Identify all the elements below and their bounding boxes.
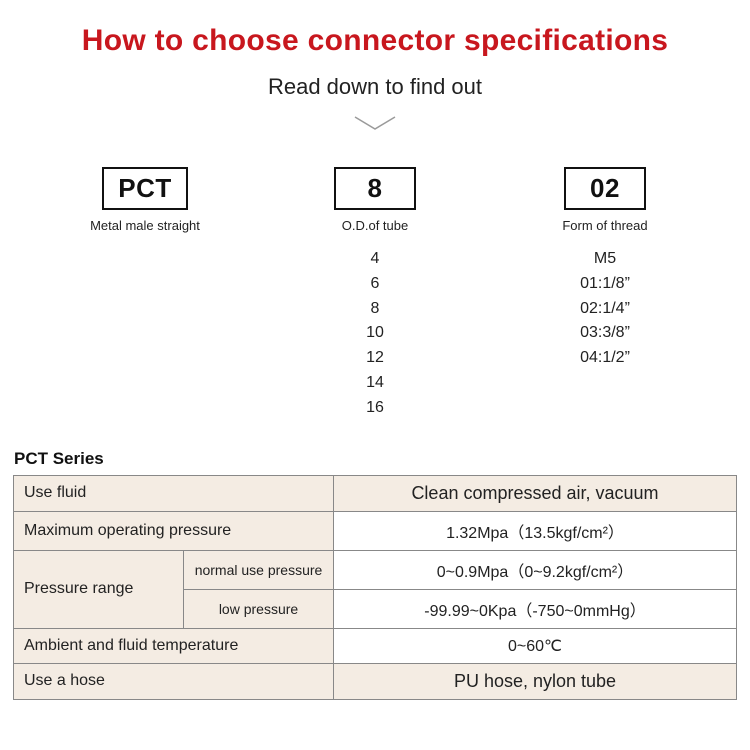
- code-column-pct: PCT Metal male straight: [70, 167, 220, 421]
- spec-label: Ambient and fluid temperature: [14, 628, 334, 663]
- spec-value: 0~60℃: [334, 628, 737, 663]
- code-columns: PCT Metal male straight 8 O.D.of tube 46…: [0, 167, 750, 421]
- code-value: 03:3/8”: [530, 321, 680, 346]
- spec-value: 0~0.9Mpa（0~9.2kgf/cm²）: [334, 550, 737, 589]
- spec-table: Use fluid Clean compressed air, vacuum M…: [13, 475, 737, 700]
- chevron-wrap: [0, 114, 750, 137]
- spec-value: Clean compressed air, vacuum: [334, 475, 737, 511]
- code-value: 8: [300, 297, 450, 322]
- table-row: Maximum operating pressure 1.32Mpa（13.5k…: [14, 511, 737, 550]
- page-subtitle: Read down to find out: [0, 74, 750, 100]
- series-label: PCT Series: [14, 449, 750, 469]
- code-caption: Metal male straight: [70, 218, 220, 233]
- code-values: M501:1/8”02:1/4”03:3/8”04:1/2”: [530, 247, 680, 371]
- code-value: 14: [300, 371, 450, 396]
- spec-sublabel: low pressure: [184, 589, 334, 628]
- spec-value: 1.32Mpa（13.5kgf/cm²）: [334, 511, 737, 550]
- chevron-down-icon: [351, 114, 399, 137]
- code-value: 04:1/2”: [530, 346, 680, 371]
- spec-sublabel: normal use pressure: [184, 550, 334, 589]
- spec-value: PU hose, nylon tube: [334, 663, 737, 699]
- spec-label: Use a hose: [14, 663, 334, 699]
- code-value: 02:1/4”: [530, 297, 680, 322]
- code-box: PCT: [102, 167, 188, 210]
- code-value: 6: [300, 272, 450, 297]
- page: How to choose connector specifications R…: [0, 0, 750, 750]
- table-row: Pressure range normal use pressure 0~0.9…: [14, 550, 737, 589]
- code-box: 8: [334, 167, 416, 210]
- code-value: 16: [300, 396, 450, 421]
- table-row: Use a hose PU hose, nylon tube: [14, 663, 737, 699]
- table-row: Use fluid Clean compressed air, vacuum: [14, 475, 737, 511]
- code-value: 12: [300, 346, 450, 371]
- code-value: 01:1/8”: [530, 272, 680, 297]
- spec-label: Maximum operating pressure: [14, 511, 334, 550]
- code-box: 02: [564, 167, 646, 210]
- code-value: 10: [300, 321, 450, 346]
- code-values: 46810121416: [300, 247, 450, 421]
- table-row: Ambient and fluid temperature 0~60℃: [14, 628, 737, 663]
- spec-value: -99.99~0Kpa（-750~0mmHg）: [334, 589, 737, 628]
- page-title: How to choose connector specifications: [0, 0, 750, 58]
- code-column-thread: 02 Form of thread M501:1/8”02:1/4”03:3/8…: [530, 167, 680, 421]
- code-value: 4: [300, 247, 450, 272]
- spec-label: Pressure range: [14, 550, 184, 628]
- code-caption: Form of thread: [530, 218, 680, 233]
- code-value: M5: [530, 247, 680, 272]
- code-caption: O.D.of tube: [300, 218, 450, 233]
- spec-label: Use fluid: [14, 475, 334, 511]
- code-column-od: 8 O.D.of tube 46810121416: [300, 167, 450, 421]
